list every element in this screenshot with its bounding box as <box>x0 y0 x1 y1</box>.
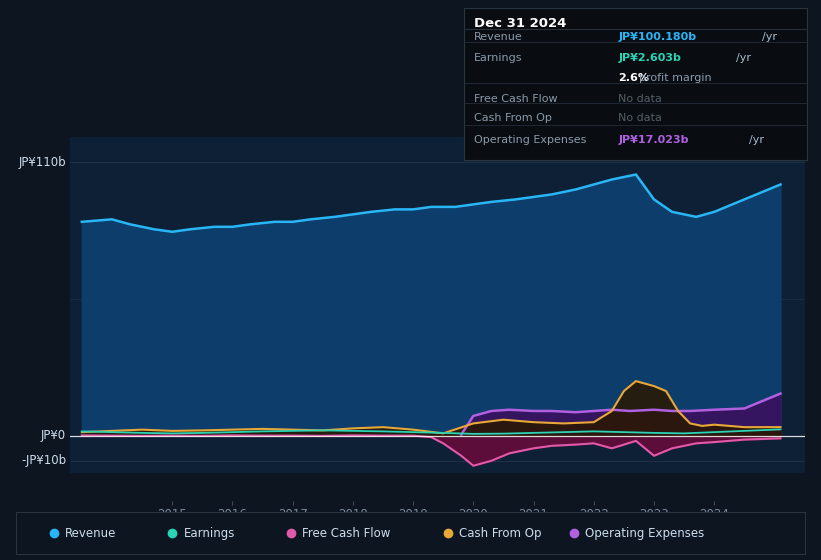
Text: JP¥0: JP¥0 <box>41 430 67 442</box>
Text: JP¥100.180b: JP¥100.180b <box>618 32 696 42</box>
Text: Free Cash Flow: Free Cash Flow <box>475 94 557 104</box>
Text: JP¥110b: JP¥110b <box>19 156 67 169</box>
Text: 2.6%: 2.6% <box>618 73 649 83</box>
Text: Earnings: Earnings <box>475 53 523 63</box>
Text: No data: No data <box>618 114 663 124</box>
Text: Cash From Op: Cash From Op <box>475 114 552 124</box>
Text: JP¥2.603b: JP¥2.603b <box>618 53 681 63</box>
Text: No data: No data <box>618 94 663 104</box>
Text: Operating Expenses: Operating Expenses <box>475 136 586 146</box>
Text: Free Cash Flow: Free Cash Flow <box>302 527 390 540</box>
Text: Dec 31 2024: Dec 31 2024 <box>475 17 566 30</box>
Text: Cash From Op: Cash From Op <box>460 527 542 540</box>
Text: Earnings: Earnings <box>184 527 235 540</box>
Text: Revenue: Revenue <box>475 32 523 42</box>
Text: -JP¥10b: -JP¥10b <box>21 454 67 467</box>
Text: profit margin: profit margin <box>639 73 712 83</box>
Text: /yr: /yr <box>749 136 764 146</box>
Text: /yr: /yr <box>762 32 777 42</box>
Text: Operating Expenses: Operating Expenses <box>585 527 704 540</box>
Text: /yr: /yr <box>736 53 750 63</box>
Text: JP¥17.023b: JP¥17.023b <box>618 136 689 146</box>
Text: Revenue: Revenue <box>66 527 117 540</box>
